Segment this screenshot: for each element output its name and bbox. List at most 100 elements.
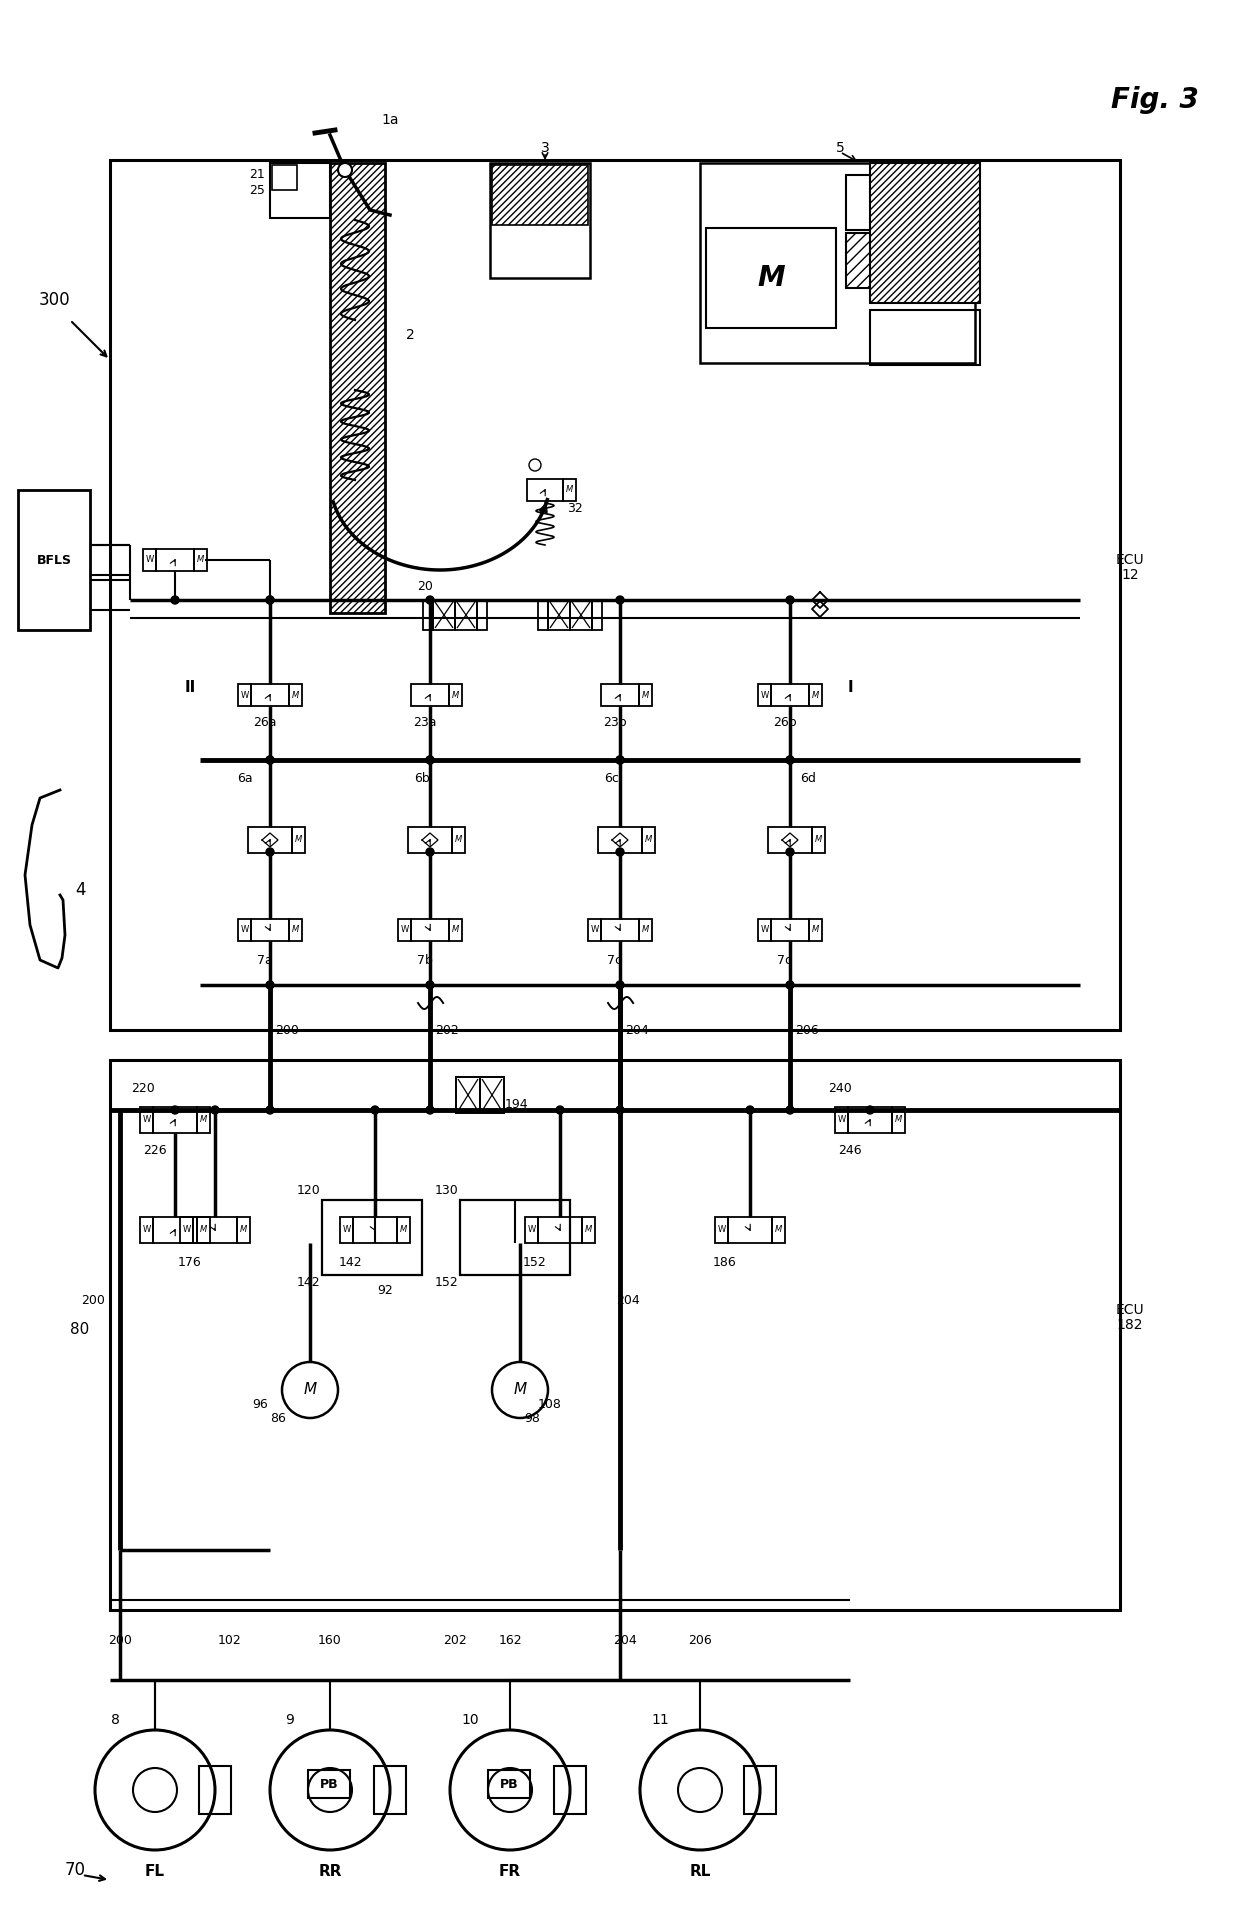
Text: 26b: 26b <box>774 717 797 729</box>
Bar <box>433 600 455 630</box>
Bar <box>455 600 477 630</box>
Bar <box>601 684 639 706</box>
Circle shape <box>786 1107 794 1114</box>
Bar <box>489 1770 529 1799</box>
Bar <box>588 920 601 941</box>
Circle shape <box>786 756 794 763</box>
Bar <box>453 827 465 852</box>
Bar <box>291 827 305 852</box>
Bar <box>773 1217 785 1244</box>
Text: RR: RR <box>319 1864 342 1880</box>
Text: FR: FR <box>498 1864 521 1880</box>
Text: 21: 21 <box>249 168 265 181</box>
Text: M: M <box>645 835 652 844</box>
Text: M: M <box>455 835 463 844</box>
Text: 186: 186 <box>713 1255 737 1269</box>
Text: M: M <box>642 925 649 935</box>
Circle shape <box>427 756 434 763</box>
Bar <box>768 827 812 852</box>
Bar <box>456 1078 480 1112</box>
Text: 142: 142 <box>296 1276 320 1288</box>
Text: 182: 182 <box>1117 1319 1143 1332</box>
Text: 5: 5 <box>836 141 844 154</box>
Bar <box>153 1107 197 1134</box>
Text: M: M <box>895 1116 903 1124</box>
Bar <box>570 600 591 630</box>
Bar <box>701 164 975 362</box>
Text: 200: 200 <box>275 1024 299 1037</box>
Circle shape <box>427 1107 434 1114</box>
Bar <box>808 920 822 941</box>
Bar <box>598 827 642 852</box>
Text: W: W <box>760 925 769 935</box>
Circle shape <box>211 1107 219 1114</box>
Circle shape <box>427 756 434 763</box>
Bar <box>758 920 771 941</box>
Text: W: W <box>760 690 769 700</box>
Text: 202: 202 <box>443 1633 467 1647</box>
Bar <box>410 684 449 706</box>
Text: 4: 4 <box>74 881 86 898</box>
Text: 108: 108 <box>538 1398 562 1411</box>
Circle shape <box>556 1107 564 1114</box>
Circle shape <box>427 848 434 856</box>
Bar <box>527 478 563 501</box>
Bar <box>272 166 298 191</box>
Bar <box>156 549 193 571</box>
Bar <box>238 684 250 706</box>
Circle shape <box>267 1107 274 1114</box>
Text: 96: 96 <box>252 1398 268 1411</box>
Bar <box>110 1060 1120 1610</box>
Circle shape <box>746 1107 754 1114</box>
Bar <box>538 600 548 630</box>
Bar <box>715 1217 728 1244</box>
Text: 6a: 6a <box>237 771 253 785</box>
Text: 300: 300 <box>40 291 71 308</box>
Text: M: M <box>565 486 573 494</box>
Text: 7d: 7d <box>777 954 794 966</box>
Text: W: W <box>342 1226 351 1234</box>
Bar <box>582 1217 595 1244</box>
Text: W: W <box>718 1226 725 1234</box>
Text: PB: PB <box>320 1778 339 1791</box>
Bar <box>248 827 291 852</box>
Bar <box>180 1217 193 1244</box>
Text: W: W <box>145 555 154 565</box>
Circle shape <box>339 164 352 177</box>
Text: 200: 200 <box>108 1633 131 1647</box>
Text: 204: 204 <box>616 1294 640 1307</box>
Bar <box>19 490 91 630</box>
Text: 194: 194 <box>505 1099 528 1112</box>
Bar <box>525 1217 538 1244</box>
Bar <box>322 1199 422 1274</box>
Text: M: M <box>812 925 820 935</box>
Bar <box>197 1107 210 1134</box>
Text: W: W <box>241 690 249 700</box>
Circle shape <box>616 1107 624 1114</box>
Circle shape <box>866 1107 874 1114</box>
Text: 130: 130 <box>434 1184 458 1197</box>
Circle shape <box>267 596 274 603</box>
Bar <box>639 684 652 706</box>
Text: I: I <box>847 679 853 694</box>
Bar <box>197 1217 210 1244</box>
Text: 160: 160 <box>319 1633 342 1647</box>
Text: 9: 9 <box>285 1712 294 1727</box>
Text: PB: PB <box>500 1778 518 1791</box>
Text: M: M <box>200 1116 207 1124</box>
Text: 204: 204 <box>625 1024 649 1037</box>
Text: M: M <box>291 690 299 700</box>
Circle shape <box>171 596 179 603</box>
Text: 3: 3 <box>541 141 549 154</box>
Circle shape <box>427 596 434 603</box>
Bar <box>808 684 822 706</box>
Circle shape <box>267 848 274 856</box>
Bar <box>193 1217 237 1244</box>
Text: 92: 92 <box>377 1284 393 1296</box>
Bar <box>771 920 808 941</box>
Bar <box>642 827 655 852</box>
Text: 202: 202 <box>435 1024 459 1037</box>
Bar <box>140 1217 153 1244</box>
Text: 142: 142 <box>339 1255 362 1269</box>
Text: 98: 98 <box>525 1411 539 1425</box>
